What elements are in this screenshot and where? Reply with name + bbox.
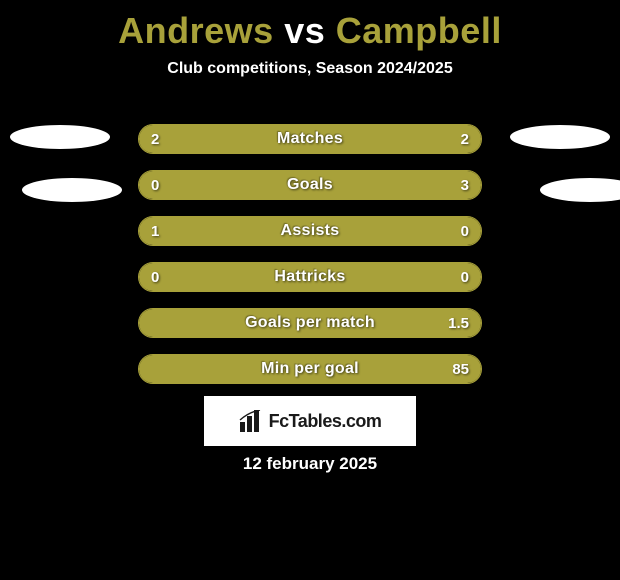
subtitle: Club competitions, Season 2024/2025 — [0, 60, 620, 78]
bars-chart-icon — [239, 410, 263, 432]
avatar-right-top — [510, 125, 610, 149]
bar-value-right: 0 — [461, 263, 469, 291]
bar-label: Assists — [139, 217, 481, 245]
bar-label: Hattricks — [139, 263, 481, 291]
bar-value-left: 1 — [151, 217, 159, 245]
branding-text: FcTables.com — [269, 411, 382, 432]
bar-value-right: 3 — [461, 171, 469, 199]
bar-value-right: 2 — [461, 125, 469, 153]
branding-badge: FcTables.com — [204, 396, 416, 446]
page-title: Andrews vs Campbell — [0, 0, 620, 52]
stat-bar: Goals per match1.5 — [138, 308, 482, 338]
bar-label: Min per goal — [139, 355, 481, 383]
stat-bar: Min per goal85 — [138, 354, 482, 384]
avatar-right-bottom — [540, 178, 620, 202]
bar-value-left: 0 — [151, 263, 159, 291]
bar-value-left: 0 — [151, 171, 159, 199]
stats-bars-container: Matches22Goals03Assists10Hattricks00Goal… — [138, 124, 482, 400]
bar-label: Goals per match — [139, 309, 481, 337]
stat-bar: Assists1 0 — [138, 216, 482, 246]
bar-label: Matches — [139, 125, 481, 153]
date-text: 12 february 2025 — [0, 454, 620, 474]
bar-value-right: 1.5 — [448, 309, 469, 337]
title-player2: Campbell — [336, 10, 502, 51]
stat-bar: Hattricks0 0 — [138, 262, 482, 292]
title-player1: Andrews — [118, 10, 274, 51]
bar-label: Goals — [139, 171, 481, 199]
title-vs: vs — [284, 10, 325, 51]
avatar-left-bottom — [22, 178, 122, 202]
stat-bar: Goals0 3 — [138, 170, 482, 200]
bar-value-right: 0 — [461, 217, 469, 245]
avatar-left-top — [10, 125, 110, 149]
stat-bar: Matches2 2 — [138, 124, 482, 154]
bar-value-right: 85 — [452, 355, 469, 383]
bar-value-left: 2 — [151, 125, 159, 153]
